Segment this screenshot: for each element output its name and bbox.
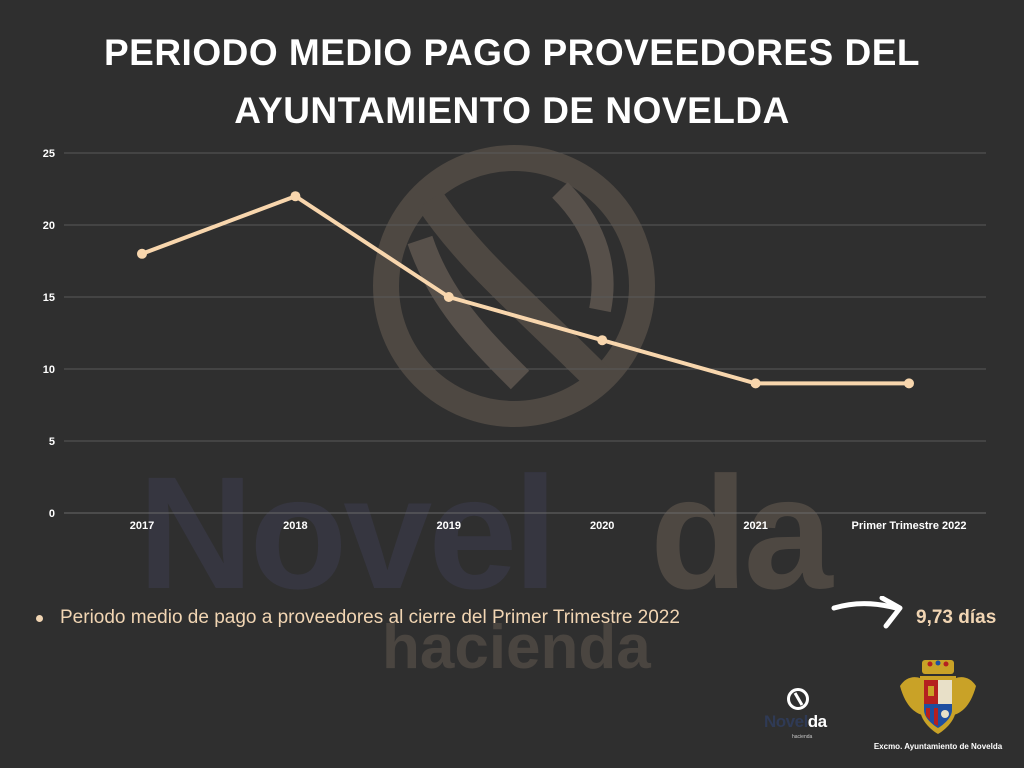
data-point-1 bbox=[290, 191, 301, 202]
y-tick-label-5: 25 bbox=[43, 148, 55, 160]
title-line-2: AYUNTAMIENTO DE NOVELDA bbox=[234, 90, 790, 131]
data-point-3 bbox=[597, 335, 608, 346]
y-tick-label-4: 20 bbox=[43, 220, 55, 232]
result-value: 9,73 días bbox=[916, 607, 997, 628]
data-point-2 bbox=[443, 292, 454, 302]
crest-caption: Excmo. Ayuntamiento de Novelda bbox=[873, 742, 1003, 751]
page-title: PERIODO MEDIO PAGO PROVEEDORES DEL AYUNT… bbox=[20, 24, 1004, 140]
logo-subtitle: hacienda bbox=[792, 734, 813, 740]
x-tick-label-1: 2018 bbox=[283, 520, 307, 532]
x-tick-label-4: 2021 bbox=[743, 520, 767, 532]
data-point-5 bbox=[904, 378, 914, 389]
x-tick-label-5: Primer Trimestre 2022 bbox=[852, 520, 967, 532]
data-point-4 bbox=[750, 378, 761, 389]
logo-wordmark: Novelda bbox=[764, 712, 827, 732]
bullet-point bbox=[36, 615, 43, 622]
x-tick-label-0: 2017 bbox=[130, 520, 154, 532]
arrow-right-icon bbox=[831, 596, 903, 629]
title-line-1: PERIODO MEDIO PAGO PROVEEDORES DEL bbox=[103, 32, 921, 73]
series-line-0 bbox=[140, 194, 911, 386]
y-tick-label-1: 5 bbox=[49, 436, 55, 448]
footnote-text: Periodo medio de pago a proveedores al c… bbox=[60, 607, 680, 628]
y-tick-label-3: 15 bbox=[43, 292, 55, 304]
novelda-n-icon bbox=[787, 688, 809, 710]
data-point-0 bbox=[137, 248, 147, 259]
logo-word-novel: Novel bbox=[764, 712, 808, 731]
coat-of-arms-icon bbox=[900, 660, 976, 734]
x-tick-label-2: 2019 bbox=[437, 520, 461, 532]
x-tick-label-3: 2020 bbox=[590, 520, 614, 532]
y-tick-label-0: 0 bbox=[49, 508, 55, 520]
y-tick-label-2: 10 bbox=[43, 364, 55, 376]
logo-word-da: da bbox=[807, 712, 827, 731]
novelda-hacienda-logo: Novelda hacienda bbox=[760, 684, 840, 744]
